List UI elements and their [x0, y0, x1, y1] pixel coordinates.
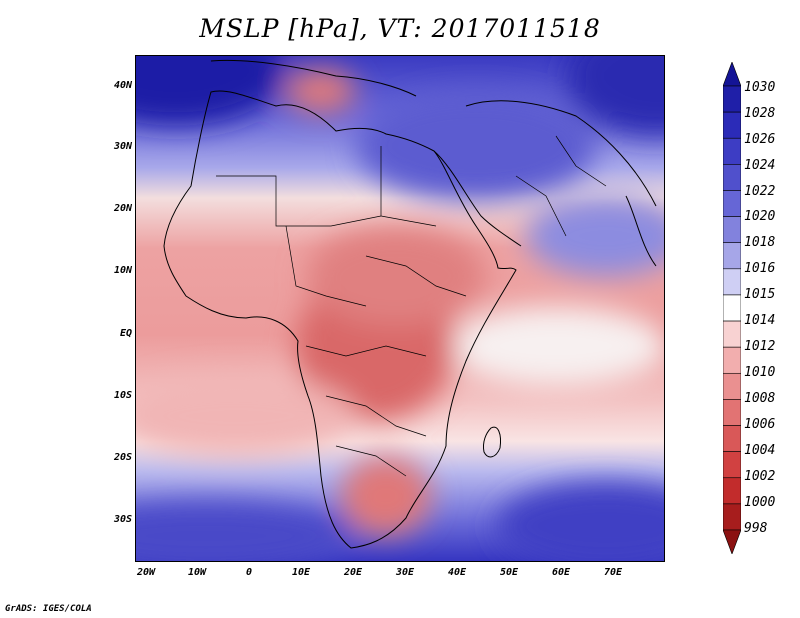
- colorbar-segment: [723, 242, 741, 270]
- europe-coast: [210, 59, 417, 97]
- colorbar-label-1012: 1012: [744, 339, 776, 354]
- colorbar-segment: [723, 85, 741, 113]
- colorbar-segment: [723, 425, 741, 452]
- pressure-field: [136, 56, 664, 561]
- lon-label-0: 0: [245, 567, 253, 578]
- colorbar-label-1008: 1008: [744, 391, 776, 406]
- colorbar-label-998: 998: [744, 521, 768, 536]
- borders: [216, 135, 607, 477]
- colorbar-segment: [723, 346, 741, 374]
- colorbar-label-1028: 1028: [744, 106, 776, 121]
- arabia-asia-coast: [465, 100, 657, 207]
- colorbar-segment: [723, 164, 741, 191]
- colorbar-segment: [723, 190, 741, 217]
- colorbar-label-1002: 1002: [744, 469, 776, 484]
- colorbar-segment: [723, 451, 741, 479]
- colorbar-segment: [723, 399, 741, 426]
- colorbar-segment: [723, 111, 741, 139]
- colorbar-segment: [723, 216, 741, 244]
- colorbar-top-arrow: [723, 62, 741, 87]
- colorbar-label-1004: 1004: [744, 443, 776, 458]
- footer-credit: GrADS: IGES/COLA: [5, 604, 92, 614]
- lon-label-30e: 30E: [395, 567, 415, 578]
- map-title: MSLP [hPa], VT: 2017011518: [199, 14, 601, 43]
- colorbar-label-1015: 1015: [744, 287, 776, 302]
- lat-label-eq: EQ: [119, 328, 132, 339]
- colorbar-label-1006: 1006: [744, 417, 776, 432]
- lon-label-20w: 20W: [136, 567, 156, 578]
- colorbar-segment: [723, 372, 741, 400]
- lat-label-10n: 10N: [113, 265, 132, 276]
- lat-label-40n: 40N: [113, 80, 132, 91]
- lon-label-70e: 70E: [603, 567, 623, 578]
- lat-label-30s: 30S: [113, 514, 132, 525]
- colorbar-label-1030: 1030: [744, 80, 776, 95]
- pressure-map: [135, 55, 665, 562]
- coastlines: [163, 59, 657, 549]
- colorbar-label-1000: 1000: [744, 495, 776, 510]
- colorbar-segment: [723, 320, 741, 348]
- lat-label-20s: 20S: [113, 452, 132, 463]
- lon-label-50e: 50E: [499, 567, 519, 578]
- lat-label-30n: 30N: [113, 141, 132, 152]
- colorbar-label-1026: 1026: [744, 132, 776, 147]
- colorbar-segment: [723, 268, 741, 296]
- lon-label-20e: 20E: [343, 567, 363, 578]
- lat-label-10s: 10S: [113, 390, 132, 401]
- lon-label-40e: 40E: [447, 567, 467, 578]
- colorbar-segment: [723, 503, 741, 531]
- colorbar-label-1014: 1014: [744, 313, 776, 328]
- colorbar-label-1010: 1010: [744, 365, 776, 380]
- lon-label-60e: 60E: [551, 567, 571, 578]
- colorbar-label-1024: 1024: [744, 158, 776, 173]
- colorbar-bottom-arrow: [723, 529, 741, 554]
- colorbar-label-1016: 1016: [744, 261, 776, 276]
- colorbar-segment: [723, 477, 741, 505]
- colorbar-label-1022: 1022: [744, 184, 776, 199]
- africa-coast: [163, 90, 517, 549]
- lat-label-20n: 20N: [113, 203, 132, 214]
- red-sea-coast: [433, 150, 522, 247]
- colorbar-label-1020: 1020: [744, 209, 776, 224]
- colorbar-segment: [723, 137, 741, 165]
- lon-label-10e: 10E: [291, 567, 311, 578]
- colorbar: [723, 62, 741, 554]
- madagascar: [483, 426, 501, 458]
- lon-label-10w: 10W: [187, 567, 207, 578]
- pressure-blobs: [136, 56, 664, 561]
- india-coast: [625, 195, 657, 267]
- colorbar-label-1018: 1018: [744, 235, 776, 250]
- colorbar-segment: [723, 294, 741, 322]
